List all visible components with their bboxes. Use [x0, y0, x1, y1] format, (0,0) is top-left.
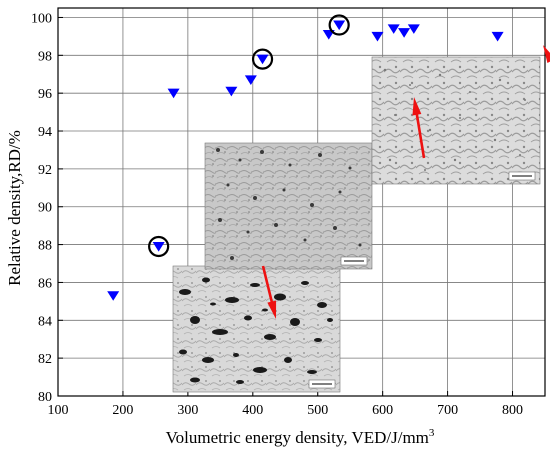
highlight-circle	[148, 235, 170, 258]
data-point	[152, 241, 165, 252]
arrow	[412, 97, 426, 159]
x-tick-label: 600	[372, 403, 393, 418]
plot-frame	[57, 7, 546, 397]
pointer-arrows	[261, 45, 550, 319]
y-tick-label: 96	[38, 87, 52, 102]
y-tick-label: 84	[38, 314, 52, 329]
y-tick-label: 88	[38, 239, 52, 254]
data-point	[256, 54, 269, 65]
x-tick-label: 800	[502, 403, 523, 418]
data-point	[333, 20, 346, 31]
x-tick-label: 400	[242, 403, 263, 418]
x-axis-ticks: 100 200 300 400 500 600 700 800	[48, 391, 523, 418]
y-tick-label: 86	[38, 276, 52, 291]
data-point	[407, 24, 420, 34]
inset-micrograph-3	[371, 56, 541, 185]
x-tick-label: 300	[177, 403, 198, 418]
y-axis-title: Relative density,RD/%	[5, 130, 24, 286]
highlight-circle	[328, 14, 350, 36]
y-axis-ticks: 80 82 84 86 88 90 92 94 96 98 100	[31, 11, 63, 405]
y-tick-label: 92	[38, 163, 52, 178]
arrow	[261, 265, 277, 319]
highlight-circle	[251, 48, 274, 70]
x-tick-label: 500	[307, 403, 328, 418]
data-point	[225, 86, 238, 97]
arrow	[543, 45, 550, 64]
data-point	[371, 31, 384, 42]
y-tick-label: 90	[38, 201, 52, 216]
x-axis-title: Volumetric energy density, VED/J/mm3	[166, 427, 435, 447]
x-axis-title-superscript: 3	[429, 427, 435, 439]
x-tick-label: 200	[112, 403, 133, 418]
data-point	[244, 75, 257, 86]
data-point	[167, 88, 180, 99]
data-point	[387, 24, 400, 34]
x-tick-label: 700	[437, 403, 458, 418]
inset-micrograph-2	[204, 142, 373, 270]
y-tick-label: 100	[31, 11, 52, 26]
data-point	[107, 291, 120, 301]
inset-micrograph-1	[172, 265, 341, 393]
y-tick-label: 82	[38, 352, 52, 367]
y-tick-label: 80	[38, 390, 52, 405]
data-point	[398, 28, 411, 38]
y-tick-label: 98	[38, 49, 52, 64]
y-tick-label: 94	[38, 125, 52, 140]
data-point	[491, 31, 504, 42]
x-tick-label: 100	[48, 403, 69, 418]
x-axis-title-text: Volumetric energy density, VED/J/mm	[166, 428, 429, 447]
data-points	[107, 14, 504, 301]
